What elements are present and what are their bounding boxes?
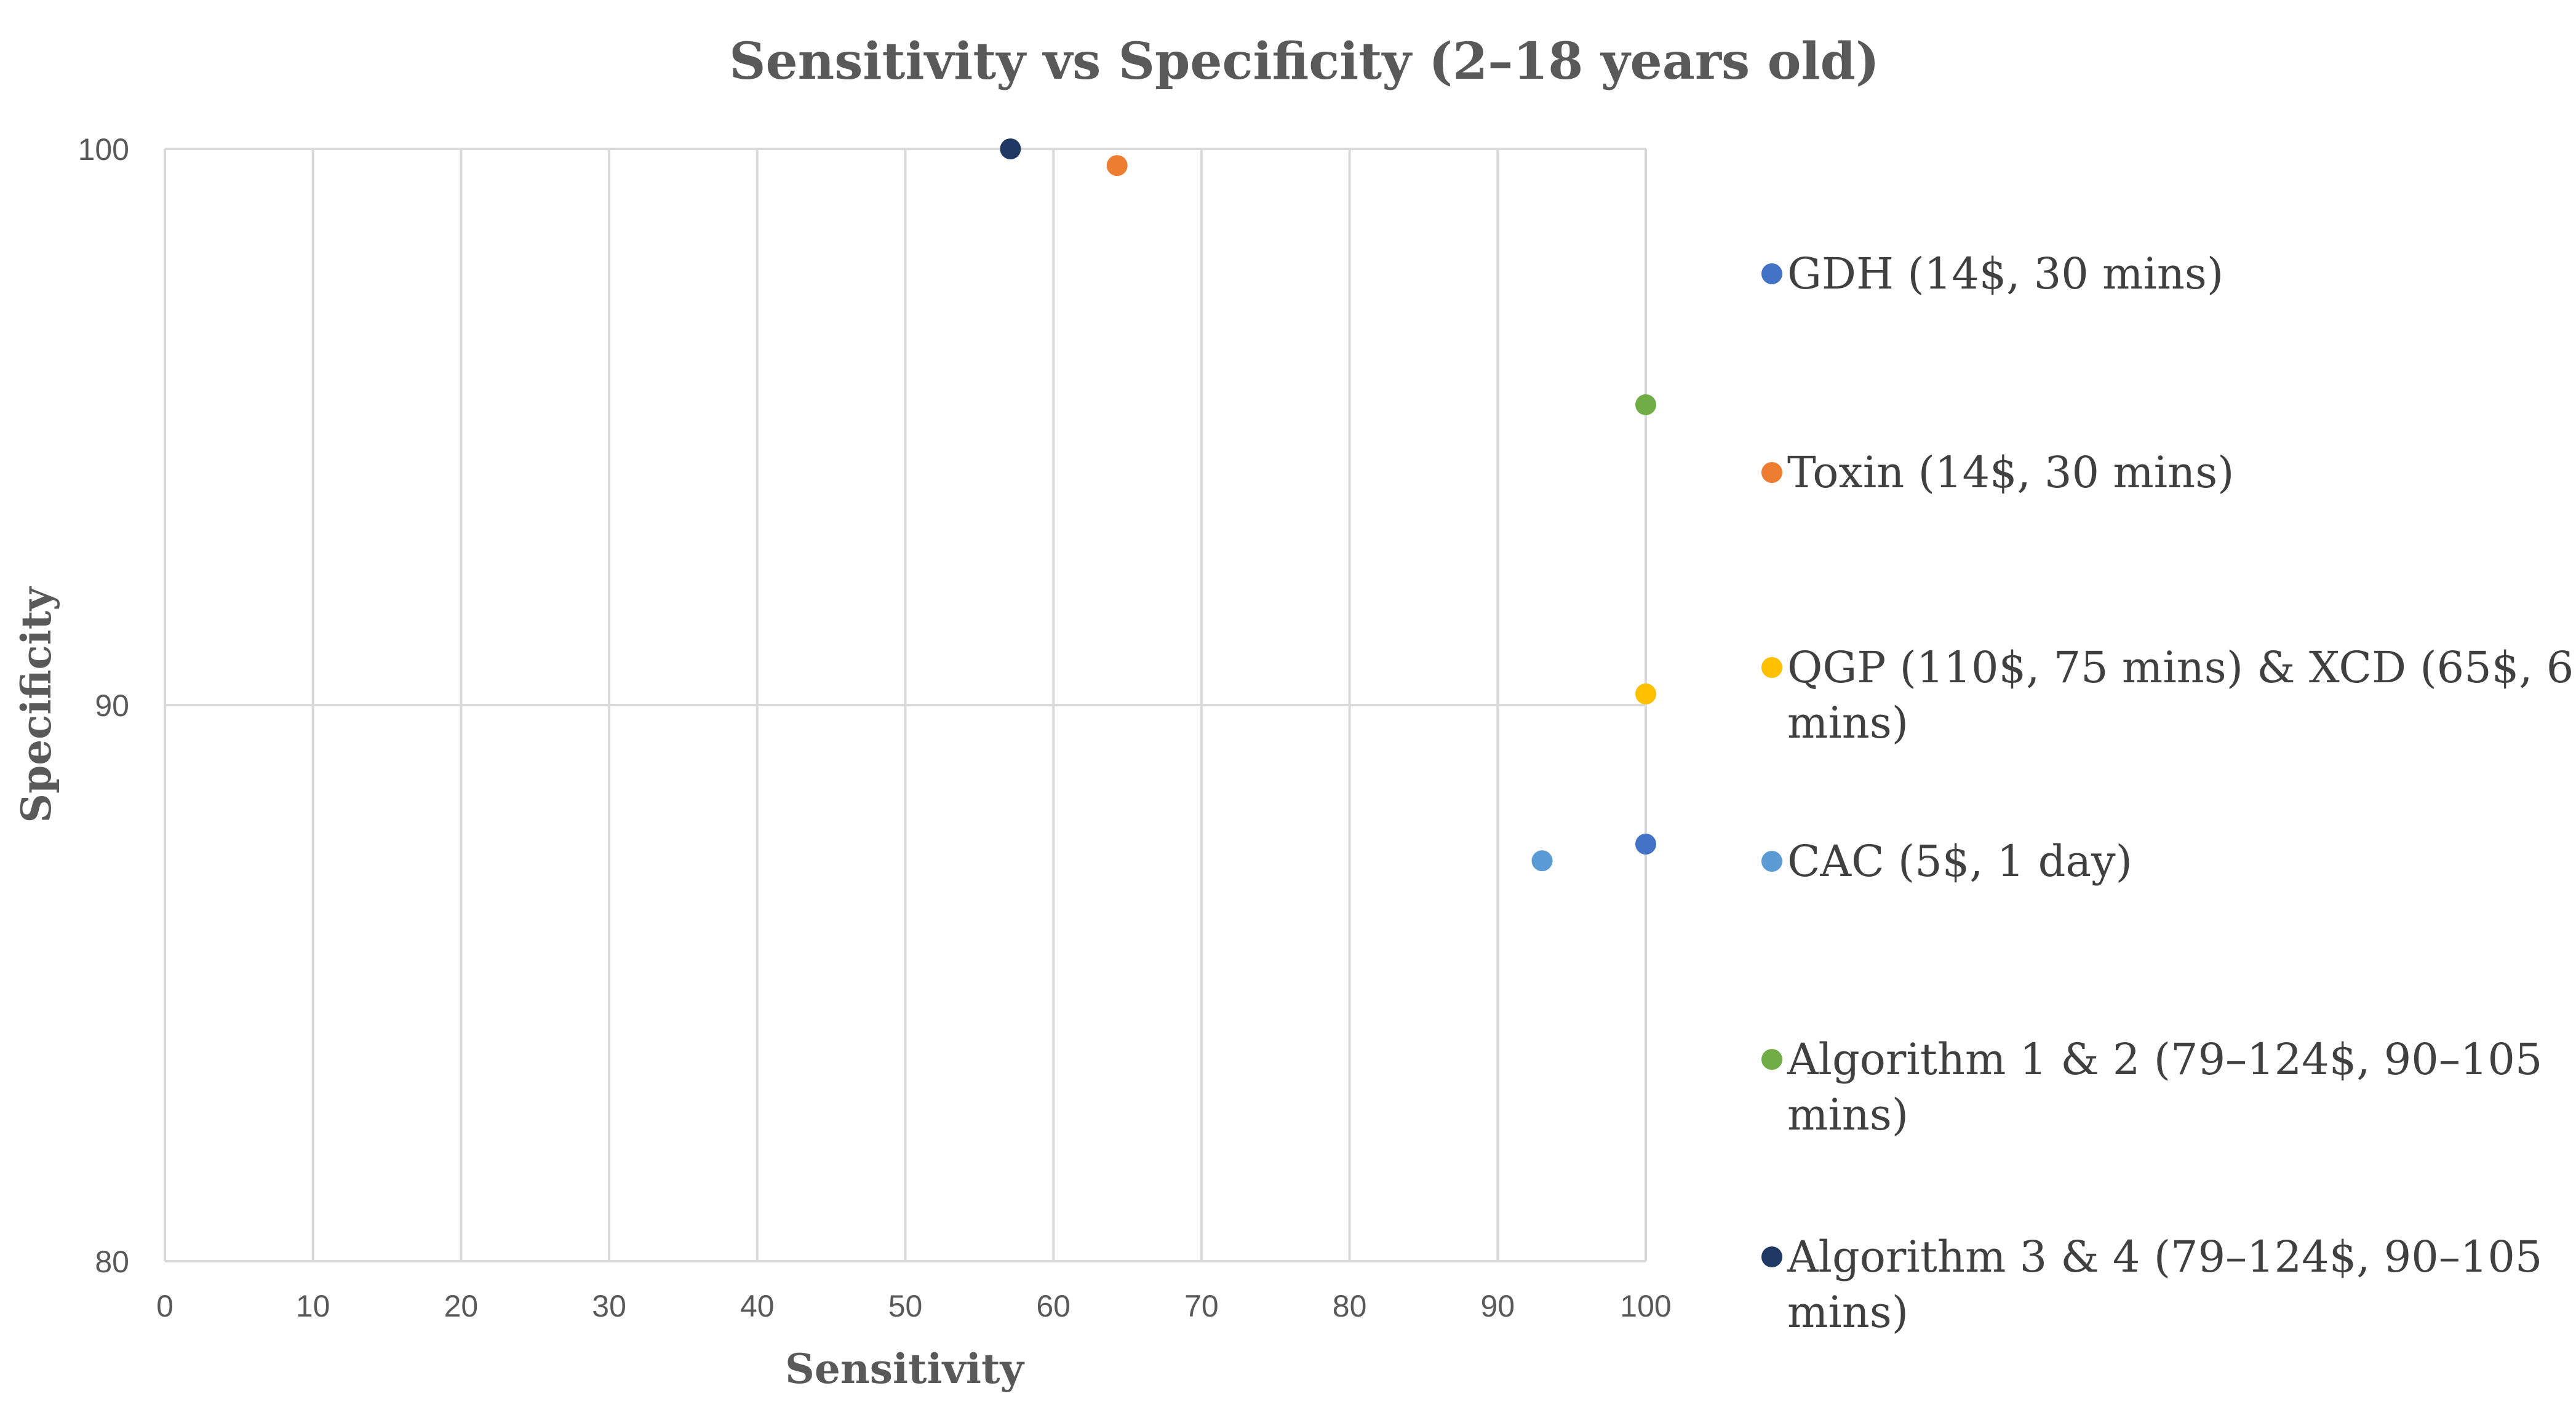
y-tick-label: 90 bbox=[95, 688, 129, 723]
legend-item: GDH (14$, 30 mins) bbox=[1761, 249, 2223, 299]
legend-label: QGP (110$, 75 mins) & XCD (65$, 60 bbox=[1787, 642, 2576, 693]
x-tick-label: 50 bbox=[888, 1289, 923, 1323]
legend-label: mins) bbox=[1787, 1287, 1908, 1337]
legend-label: Toxin (14$, 30 mins) bbox=[1787, 447, 2234, 498]
legend-marker bbox=[1761, 657, 1782, 678]
legend-label: GDH (14$, 30 mins) bbox=[1787, 249, 2223, 299]
x-axis-ticks: 0 10 20 30 40 50 60 70 80 90 100 bbox=[156, 1289, 1672, 1323]
legend-label: Algorithm 3 & 4 (79–124$, 90–105 bbox=[1787, 1232, 2542, 1282]
legend-marker bbox=[1761, 851, 1782, 872]
data-point bbox=[1635, 394, 1656, 415]
x-tick-label: 80 bbox=[1333, 1289, 1367, 1323]
x-tick-label: 30 bbox=[592, 1289, 626, 1323]
data-point bbox=[1000, 138, 1021, 159]
gridlines bbox=[164, 148, 1647, 1262]
data-point bbox=[1635, 683, 1656, 704]
x-tick-label: 100 bbox=[1620, 1289, 1671, 1323]
chart-title: Sensitivity vs Specificity (2–18 years o… bbox=[729, 32, 1880, 91]
data-points bbox=[1000, 138, 1656, 872]
legend-label: CAC (5$, 1 day) bbox=[1787, 836, 2132, 887]
legend-marker bbox=[1761, 462, 1782, 483]
legend: GDH (14$, 30 mins) Toxin (14$, 30 mins) QG… bbox=[1761, 249, 2576, 1337]
x-tick-label: 60 bbox=[1036, 1289, 1071, 1323]
legend-item: CAC (5$, 1 day) bbox=[1761, 836, 2132, 887]
x-tick-label: 20 bbox=[444, 1289, 479, 1323]
data-point bbox=[1635, 834, 1656, 855]
x-tick-label: 90 bbox=[1480, 1289, 1515, 1323]
legend-marker bbox=[1761, 1246, 1782, 1267]
legend-label: mins) bbox=[1787, 698, 1908, 748]
y-tick-label: 80 bbox=[95, 1245, 129, 1279]
x-axis-label: Sensitivity bbox=[785, 1345, 1024, 1393]
y-tick-label: 100 bbox=[78, 132, 129, 167]
x-tick-label: 0 bbox=[156, 1289, 173, 1323]
x-tick-label: 10 bbox=[296, 1289, 330, 1323]
legend-label: Algorithm 1 & 2 (79–124$, 90–105 bbox=[1787, 1034, 2542, 1085]
x-tick-label: 70 bbox=[1184, 1289, 1219, 1323]
data-point bbox=[1106, 155, 1128, 177]
legend-item: Toxin (14$, 30 mins) bbox=[1761, 447, 2234, 498]
legend-label: mins) bbox=[1787, 1090, 1908, 1140]
x-tick-label: 40 bbox=[740, 1289, 775, 1323]
legend-marker bbox=[1761, 1049, 1782, 1070]
legend-marker bbox=[1761, 263, 1782, 284]
y-axis-label: Specificity bbox=[12, 586, 60, 823]
data-point bbox=[1531, 850, 1553, 872]
y-axis-ticks: 80 90 100 bbox=[78, 132, 129, 1279]
